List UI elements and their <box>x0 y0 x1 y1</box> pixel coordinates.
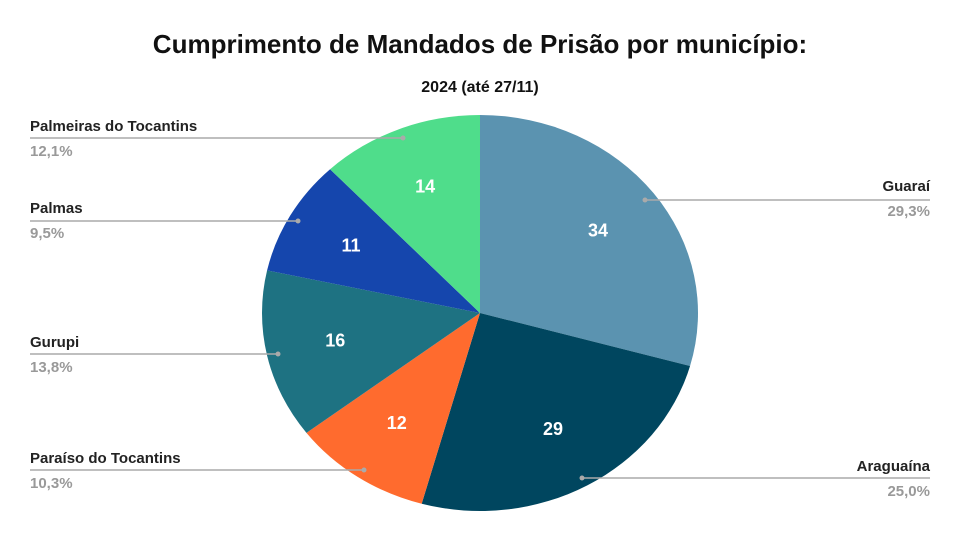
percent-label: 9,5% <box>30 225 64 242</box>
pie-slice <box>480 115 698 366</box>
category-label: Palmas <box>30 200 83 217</box>
category-label: Paraíso do Tocantins <box>30 450 181 467</box>
chart-title: Cumprimento de Mandados de Prisão por mu… <box>153 29 807 59</box>
pie-slice <box>421 313 691 511</box>
leader-dot <box>400 135 406 141</box>
percent-label: 12,1% <box>30 143 73 160</box>
leader-dot <box>579 475 585 481</box>
leader-dot <box>295 218 301 224</box>
percent-label: 29,3% <box>887 203 930 220</box>
value-label: 29 <box>543 419 563 439</box>
pie-slice <box>306 313 480 504</box>
percent-label: 13,8% <box>30 359 73 376</box>
leader-dot <box>275 351 281 357</box>
pie-slice <box>267 169 480 313</box>
percent-label: 25,0% <box>887 483 930 500</box>
pie-slice <box>330 115 480 313</box>
category-label: Araguaína <box>857 458 931 475</box>
percent-label: 10,3% <box>30 475 73 492</box>
value-label: 12 <box>387 413 407 433</box>
pie-slice <box>262 270 480 433</box>
value-label: 11 <box>341 235 360 255</box>
category-label: Gurupi <box>30 334 79 351</box>
chart-subtitle: 2024 (até 27/11) <box>421 79 538 96</box>
value-label: 16 <box>325 331 345 351</box>
value-label: 34 <box>588 220 608 240</box>
category-label: Palmeiras do Tocantins <box>30 118 197 135</box>
value-label: 14 <box>415 177 435 197</box>
leader-dot <box>642 197 648 203</box>
leader-dot <box>361 467 367 473</box>
category-label: Guaraí <box>882 178 930 195</box>
